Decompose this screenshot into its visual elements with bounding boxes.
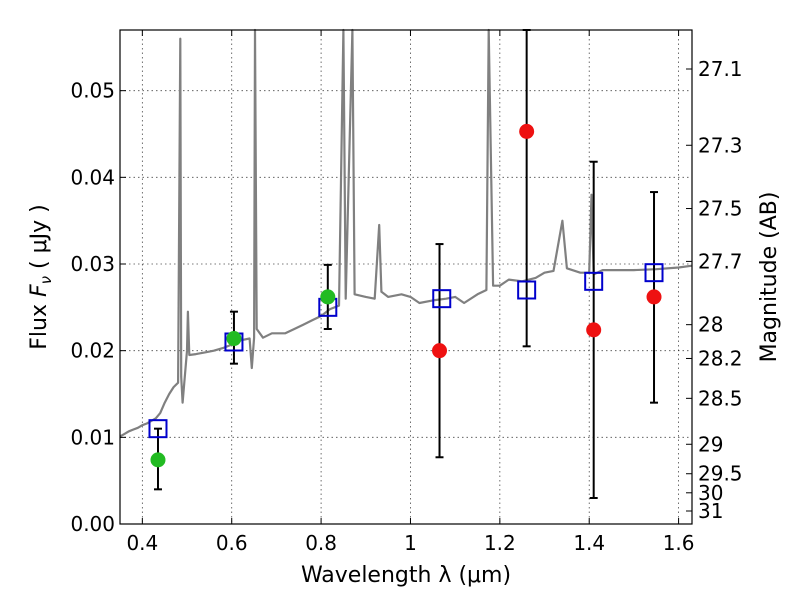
right-tick-label: 28 — [698, 313, 723, 337]
model-point — [584, 271, 604, 291]
x-tick-label: 1 — [404, 531, 417, 555]
x-tick-label: 0.8 — [305, 531, 337, 555]
right-tick-label: 27.3 — [698, 133, 743, 157]
y-tick-label: 0.02 — [70, 339, 115, 363]
y-tick-label: 0.03 — [70, 252, 115, 276]
y-axis-label-symbol: F — [27, 284, 52, 297]
red-data-point — [519, 123, 535, 139]
right-tick-label: 27.7 — [698, 249, 743, 273]
red-data-point — [586, 322, 602, 338]
y-axis-label-prefix: Flux — [27, 297, 52, 350]
right-tick-label: 27.1 — [698, 57, 743, 81]
sed-spectrum-layer — [119, 28, 693, 438]
right-tick-label: 27.5 — [698, 197, 743, 221]
x-tick-label: 1.2 — [484, 531, 516, 555]
x-tick-label: 1.4 — [573, 531, 605, 555]
y-tick-label: 0.00 — [70, 512, 115, 536]
green-data-point — [150, 452, 166, 468]
model-point — [644, 263, 664, 283]
right-tick-label: 29 — [698, 432, 723, 456]
right-tick-label: 29.5 — [698, 462, 743, 486]
y-axis-label-suffix: ( μJy ) — [27, 204, 52, 276]
right-tick-label: 28.2 — [698, 346, 743, 370]
y-axis-ticks: 0.00 0.01 0.02 0.03 0.04 0.05 — [70, 79, 126, 536]
model-point — [432, 289, 452, 309]
right-axis-label: Magnitude (AB) — [757, 192, 782, 363]
x-tick-label: 0.4 — [126, 531, 158, 555]
y-axis-label: Flux Fν ( μJy ) — [27, 204, 55, 349]
green-data-point — [320, 289, 336, 305]
grid — [120, 30, 692, 524]
model-point — [148, 419, 168, 439]
red-photometry-layer — [432, 123, 662, 359]
x-tick-label: 1.6 — [663, 531, 695, 555]
y-axis-label-subscript: ν — [37, 276, 55, 284]
model-point — [517, 280, 537, 300]
right-tick-label: 30 — [698, 481, 723, 505]
red-data-point — [432, 343, 448, 359]
y-tick-label: 0.04 — [70, 165, 115, 189]
sed-spectrum-line — [119, 28, 693, 438]
y-tick-label: 0.01 — [70, 425, 115, 449]
right-tick-label: 28.5 — [698, 386, 743, 410]
x-axis-label: Wavelength λ (μm) — [301, 563, 511, 588]
y-tick-label: 0.05 — [70, 79, 115, 103]
plot-border — [119, 29, 693, 525]
x-axis-ticks: 0.4 0.6 0.8 1 1.2 1.4 1.6 — [126, 30, 695, 555]
right-tick-label: 31 — [698, 499, 723, 523]
green-data-point — [226, 331, 242, 347]
red-data-point — [646, 289, 662, 305]
green-photometry-layer — [150, 289, 336, 468]
x-tick-label: 0.6 — [216, 531, 248, 555]
plot-area — [120, 30, 692, 524]
